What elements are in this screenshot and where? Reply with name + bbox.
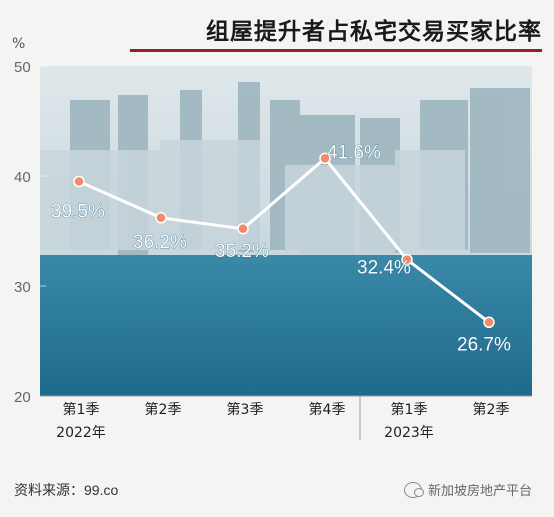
y-tick-label: 50 — [14, 59, 31, 76]
watermark-text: 新加坡房地产平台 — [428, 484, 533, 499]
x-tick-label: 第2季 — [145, 401, 182, 418]
data-point — [401, 253, 413, 266]
data-label: 26.7% — [457, 334, 511, 355]
data-point — [155, 212, 167, 224]
title-underline — [130, 49, 542, 52]
y-axis-unit: % — [12, 36, 26, 52]
x-tick-label: 第2季 — [473, 401, 510, 418]
year-label: 2022年 — [56, 425, 106, 441]
chart-title: 组屋提升者占私宅交易买家比率 — [206, 19, 542, 45]
data-label: 35.2% — [215, 241, 269, 262]
data-label: 36.2% — [133, 232, 187, 253]
watermark: 新加坡房地产平台 — [404, 480, 532, 499]
data-label: 32.4% — [357, 258, 411, 279]
data-label: 41.6% — [327, 142, 381, 163]
x-tick-label: 第1季 — [63, 401, 100, 418]
data-point — [73, 175, 85, 188]
wechat-icon — [404, 481, 424, 498]
x-tick-label: 第1季 — [391, 401, 428, 418]
data-point — [319, 152, 331, 165]
y-tick-label: 20 — [14, 389, 31, 406]
y-tick-label: 30 — [14, 279, 31, 296]
data-label: 39.5% — [51, 202, 105, 223]
data-point — [237, 223, 249, 235]
source-note: 资料来源：99.co — [14, 482, 119, 498]
x-tick-label: 第4季 — [309, 401, 346, 418]
data-point — [483, 316, 495, 329]
year-label: 2023年 — [384, 425, 434, 441]
series-line — [78, 156, 490, 324]
y-tick-label: 40 — [14, 169, 31, 186]
x-tick-label: 第3季 — [227, 401, 264, 418]
